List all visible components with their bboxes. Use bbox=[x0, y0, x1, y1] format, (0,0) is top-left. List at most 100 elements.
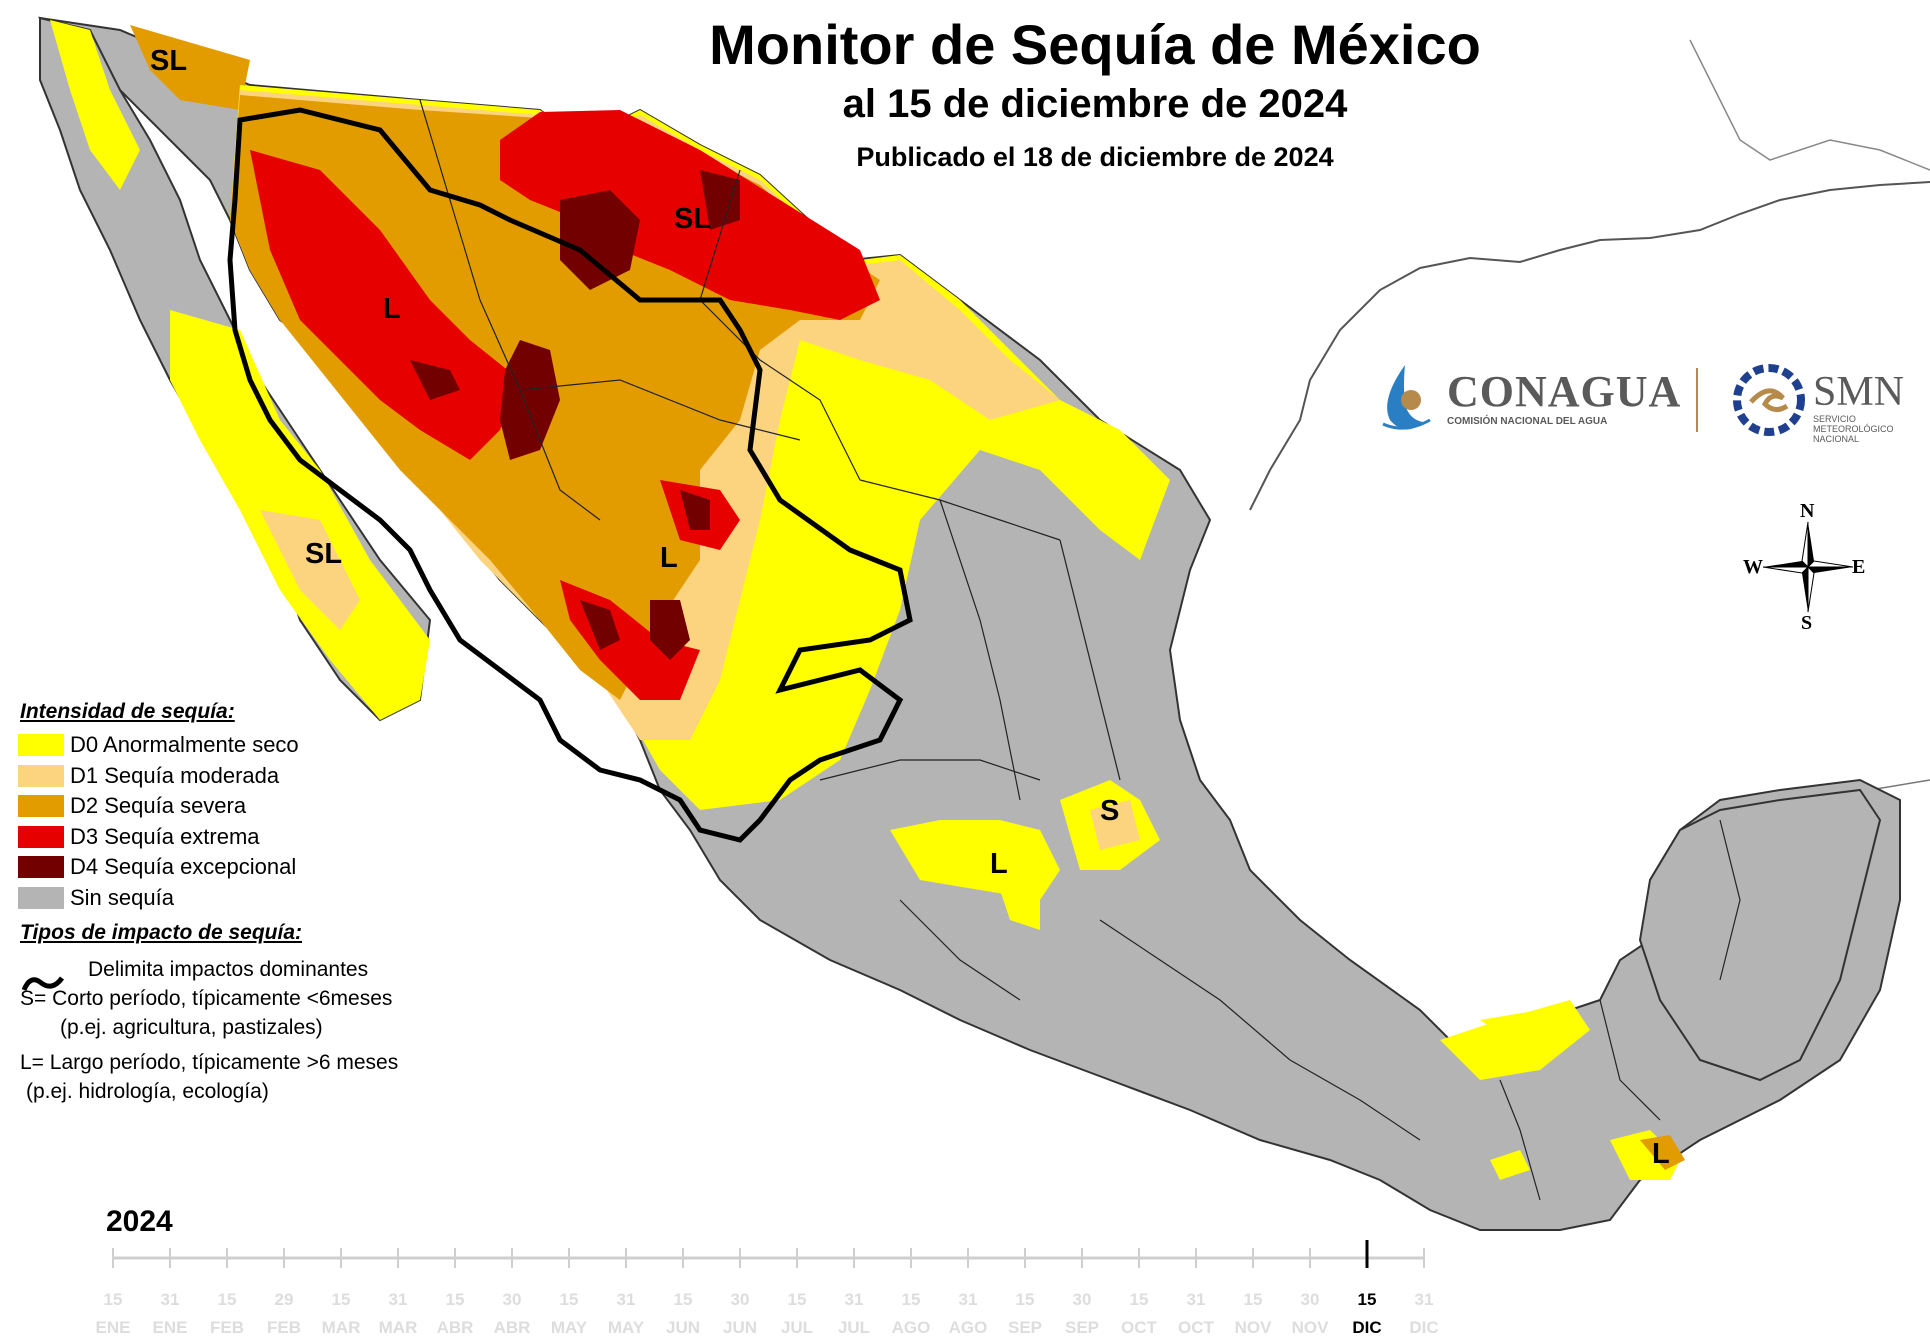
legend-swatch bbox=[18, 764, 64, 787]
timeline-day-label: 15 bbox=[559, 1290, 579, 1309]
timeline-day-label: 15 bbox=[1357, 1290, 1377, 1309]
timeline-month-label: SEP bbox=[1007, 1318, 1043, 1337]
timeline-day-label: 31 bbox=[1414, 1290, 1434, 1309]
map-label-l-central: L bbox=[990, 848, 1008, 880]
timeline-day-label: 15 bbox=[217, 1290, 237, 1309]
timeline-day-label: 29 bbox=[274, 1290, 294, 1309]
timeline-month-label: ENE bbox=[95, 1318, 131, 1337]
map-label-l-sonora: L bbox=[383, 293, 401, 325]
compass-south: S bbox=[1801, 612, 1813, 634]
smn-subtitle-1: SERVICIO bbox=[1813, 414, 1856, 424]
logo-divider bbox=[1696, 368, 1698, 432]
timeline-month-label: FEB bbox=[210, 1318, 244, 1337]
compass-rose bbox=[1762, 521, 1854, 613]
timeline-day-label: 30 bbox=[730, 1290, 750, 1309]
smn-logo-text: SMN bbox=[1813, 369, 1905, 415]
legend-item-label: D1 Sequía moderada bbox=[70, 762, 280, 788]
timeline-month-label: MAY bbox=[550, 1318, 588, 1337]
timeline-day-label: 15 bbox=[901, 1290, 921, 1309]
timeline-day-label: 15 bbox=[445, 1290, 465, 1309]
timeline-month-label: JUN bbox=[665, 1318, 700, 1337]
timeline-day-label: 31 bbox=[616, 1290, 636, 1309]
timeline-month-label: JUL bbox=[780, 1318, 814, 1337]
compass-north: N bbox=[1800, 500, 1815, 522]
timeline-day-label: 30 bbox=[1300, 1290, 1320, 1309]
timeline-day-label: 15 bbox=[103, 1290, 123, 1309]
smn-subtitle-3: NACIONAL bbox=[1813, 434, 1860, 444]
legend-impact-heading: Tipos de impacto de sequía: bbox=[20, 921, 303, 944]
timeline-month-label: NOV bbox=[1234, 1318, 1272, 1337]
us-coastline bbox=[1249, 181, 1930, 511]
timeline-month-label: ABR bbox=[493, 1318, 531, 1337]
legend-item-label: D3 Sequía extrema bbox=[70, 823, 260, 849]
smn-logo-icon bbox=[1733, 364, 1805, 436]
legend-item: D1 Sequía moderada bbox=[18, 761, 458, 792]
legend-swatch bbox=[18, 856, 64, 879]
timeline-day-label: 31 bbox=[844, 1290, 864, 1309]
timeline-month-label: MAR bbox=[378, 1318, 418, 1337]
timeline-day-label: 30 bbox=[1072, 1290, 1092, 1309]
timeline-month-label: OCT bbox=[1178, 1318, 1214, 1337]
timeline-day-label: 15 bbox=[787, 1290, 807, 1309]
timeline bbox=[112, 1240, 1425, 1268]
timeline-month-label: OCT bbox=[1121, 1318, 1157, 1337]
legend-item: D4 Sequía excepcional bbox=[18, 852, 458, 883]
timeline-day-label: 30 bbox=[502, 1290, 522, 1309]
legend-short-term-example: (p.ej. agricultura, pastizales) bbox=[60, 1016, 323, 1039]
agency-logos: CONAGUA COMISIÓN NACIONAL DEL AGUA SMN S… bbox=[1375, 360, 1925, 460]
timeline-month-label: ENE bbox=[152, 1318, 188, 1337]
timeline-month-label: JUN bbox=[722, 1318, 757, 1337]
timeline-month-label: DIC bbox=[1409, 1318, 1439, 1337]
legend-impact-line: Delimita impactos dominantes bbox=[88, 958, 369, 981]
timeline-month-label: MAY bbox=[607, 1318, 645, 1337]
map-label-l-durango: L bbox=[660, 542, 678, 574]
legend-item-label: D4 Sequía excepcional bbox=[70, 854, 297, 880]
published-date: Publicado el 18 de diciembre de 2024 bbox=[856, 142, 1334, 172]
us-coastline-east bbox=[1689, 39, 1930, 171]
timeline-month-label: MAR bbox=[321, 1318, 361, 1337]
map-label-sl-baja-north: SL bbox=[150, 45, 188, 77]
legend-item-label: D0 Anormalmente seco bbox=[70, 732, 299, 758]
timeline-day-label: 31 bbox=[1186, 1290, 1206, 1309]
timeline-month-label: FEB bbox=[267, 1318, 301, 1337]
compass-west: W bbox=[1743, 556, 1763, 578]
smn-subtitle-2: METEOROLÓGICO bbox=[1813, 424, 1894, 434]
impact-boundary bbox=[227, 107, 913, 843]
map-label-sl-coahuila: SL bbox=[674, 203, 712, 235]
legend-swatch bbox=[18, 734, 64, 757]
timeline-day-label: 31 bbox=[160, 1290, 180, 1309]
legend-short-term: S= Corto período, típicamente <6meses bbox=[20, 987, 393, 1010]
map-label-l-yucatan: L bbox=[1652, 1138, 1670, 1170]
d4-zone bbox=[560, 190, 640, 290]
legend-swatch bbox=[18, 795, 64, 818]
legend-item: Sin sequía bbox=[18, 883, 458, 914]
impact-line-glyph bbox=[21, 976, 65, 992]
legend-swatch bbox=[18, 886, 64, 909]
legend-item: D2 Sequía severa bbox=[18, 791, 458, 822]
conagua-logo-text: CONAGUA bbox=[1447, 367, 1682, 416]
timeline-day-label: 15 bbox=[673, 1290, 693, 1309]
map-date: al 15 de diciembre de 2024 bbox=[842, 82, 1348, 126]
map-label-sl-baja-sur: SL bbox=[305, 538, 343, 570]
map-label-s-hidalgo: S bbox=[1100, 795, 1120, 827]
conagua-subtitle: COMISIÓN NACIONAL DEL AGUA bbox=[1447, 416, 1608, 427]
legend-item: D3 Sequía extrema bbox=[18, 822, 458, 853]
legend-intensity-heading: Intensidad de sequía: bbox=[20, 700, 235, 723]
legend-swatch bbox=[18, 825, 64, 848]
timeline-day-label: 15 bbox=[1243, 1290, 1263, 1309]
legend-long-term-example: (p.ej. hidrología, ecología) bbox=[26, 1080, 269, 1103]
map-title: Monitor de Sequía de México bbox=[709, 13, 1481, 76]
compass-east: E bbox=[1852, 556, 1866, 578]
timeline-day-label: 15 bbox=[1015, 1290, 1035, 1309]
timeline-month-label: NOV bbox=[1291, 1318, 1329, 1337]
legend-item: D0 Anormalmente seco bbox=[18, 730, 458, 761]
timeline-year: 2024 bbox=[106, 1205, 173, 1238]
legend-categories: D0 Anormalmente seco D1 Sequía moderada D2… bbox=[18, 730, 458, 913]
timeline-day-label: 31 bbox=[388, 1290, 408, 1309]
conagua-logo-icon bbox=[1382, 365, 1431, 430]
legend-item-label: D2 Sequía severa bbox=[70, 793, 247, 819]
legend-long-term: L= Largo período, típicamente >6 meses bbox=[20, 1051, 399, 1074]
timeline-day-label: 31 bbox=[958, 1290, 978, 1309]
legend-item-label: Sin sequía bbox=[70, 884, 174, 910]
